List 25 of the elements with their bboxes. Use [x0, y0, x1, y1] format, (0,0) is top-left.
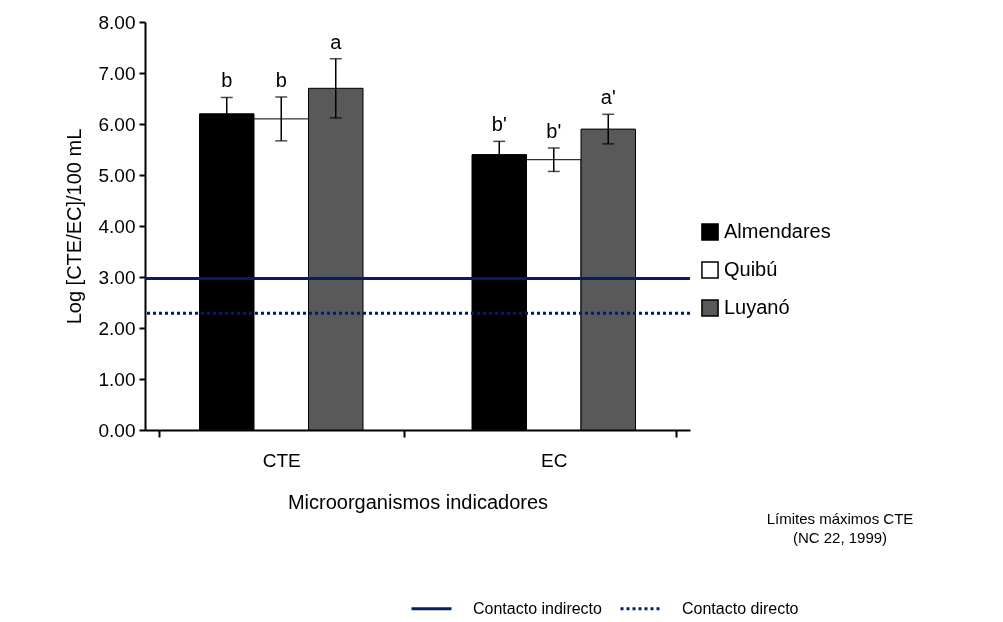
y-axis-title: Log [CTE/EC]/100 mL: [62, 128, 85, 325]
y-tick-label: 5.00: [98, 164, 136, 186]
data-label: b': [491, 113, 507, 136]
y-tick-label: 7.00: [98, 62, 136, 84]
x-axis-title: Microorganismos indicadores: [287, 490, 549, 513]
legend-label: Quibú: [724, 258, 778, 280]
y-tick-label: 2.00: [98, 317, 136, 339]
y-tick-label: 6.00: [98, 113, 136, 135]
text: Límites máximos CTE (NC 22, 1999): [765, 510, 915, 548]
legend-label: Luyanó: [724, 296, 790, 318]
y-tick-label: 4.00: [98, 215, 136, 237]
y-tick-label: 0.00: [98, 419, 136, 441]
legend-label: Almendares: [724, 220, 831, 242]
data-label: b: [221, 69, 233, 92]
y-tick-label: 3.00: [98, 266, 136, 288]
y-tick-label: 1.00: [98, 368, 136, 390]
legend-label: Contacto directo: [682, 599, 799, 617]
data-label: a': [600, 86, 616, 109]
data-label: b: [275, 68, 287, 91]
y-tick-label: 8.00: [98, 11, 136, 33]
data-label: a: [330, 30, 343, 53]
x-tick-label: EC: [541, 449, 568, 471]
x-tick-label: CTE: [262, 449, 301, 471]
data-label: b': [546, 119, 562, 142]
legend-label: Contacto indirecto: [473, 599, 603, 617]
